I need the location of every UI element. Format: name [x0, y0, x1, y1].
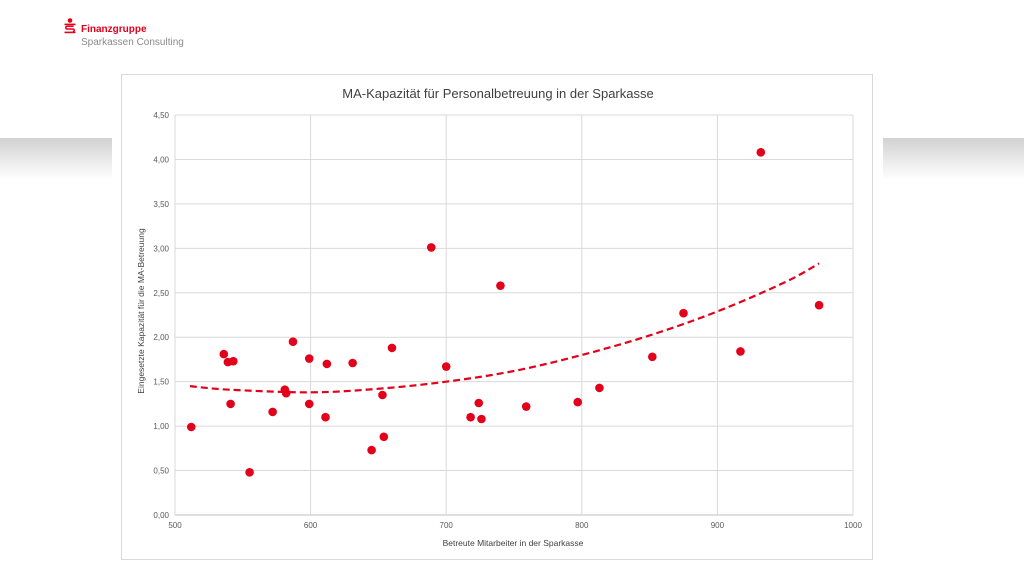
data-point — [367, 445, 376, 455]
data-point — [466, 412, 475, 422]
brand-name: Finanzgruppe — [81, 24, 147, 35]
data-point — [348, 358, 357, 368]
data-point — [322, 359, 332, 369]
data-point — [496, 281, 505, 290]
data-point — [281, 388, 291, 398]
x-tick-label: 900 — [711, 521, 725, 530]
y-axis-label: Eingesetzte Kapazität für die MA-Betreuu… — [136, 228, 146, 394]
data-point — [573, 397, 583, 407]
y-tick-label: 4,00 — [153, 155, 169, 164]
scatter-chart: MA-Kapazität für Personalbetreuung in de… — [136, 86, 862, 548]
background-band-right — [883, 138, 1024, 180]
data-point — [474, 398, 484, 408]
data-point — [756, 148, 766, 157]
trendline — [189, 262, 820, 394]
chart-title: MA-Kapazität für Personalbetreuung in de… — [342, 86, 653, 101]
y-tick-label: 1,50 — [153, 378, 169, 387]
data-point — [268, 407, 277, 417]
data-point — [219, 349, 229, 359]
y-tick-label: 1,00 — [153, 422, 169, 431]
x-tick-label: 700 — [440, 521, 454, 530]
y-tick-label: 3,00 — [153, 244, 169, 253]
data-point — [736, 347, 745, 356]
grid-lines — [174, 114, 854, 516]
x-tick-label: 1000 — [844, 521, 862, 530]
data-point — [679, 308, 688, 318]
y-tick-label: 4,50 — [153, 111, 169, 120]
data-point — [477, 414, 486, 424]
data-point — [648, 352, 657, 362]
data-point — [426, 243, 436, 252]
background-band-left — [0, 138, 112, 180]
data-points — [186, 148, 824, 477]
data-point — [379, 432, 389, 442]
y-tick-label: 3,50 — [153, 200, 169, 209]
sparkasse-s-icon — [64, 18, 76, 34]
x-axis-label: Betreute Mitarbeiter in der Sparkasse — [443, 538, 584, 548]
y-axis-ticks: 0,00 0,50 1,00 1,50 2,00 2,50 3,00 3,50 4,00 4,50 — [153, 111, 169, 520]
data-point — [595, 383, 604, 393]
x-tick-label: 500 — [168, 521, 182, 530]
data-point — [521, 402, 531, 411]
x-tick-label: 600 — [304, 521, 318, 530]
data-point — [304, 354, 314, 363]
brand-subtitle: Sparkassen Consulting — [81, 37, 184, 48]
y-tick-label: 0,50 — [153, 467, 169, 476]
x-tick-label: 800 — [575, 521, 589, 530]
data-point — [304, 399, 314, 409]
data-point — [226, 399, 235, 409]
data-point — [378, 390, 387, 400]
data-point — [441, 362, 451, 371]
x-axis-ticks: 500 600 700 800 900 1000 — [168, 521, 862, 530]
data-point — [288, 337, 298, 346]
data-point — [387, 343, 397, 353]
data-point — [186, 422, 196, 432]
y-tick-label: 2,50 — [153, 289, 169, 298]
data-point — [245, 468, 254, 477]
data-point — [229, 356, 238, 366]
data-point — [814, 300, 824, 310]
y-tick-label: 2,00 — [153, 333, 169, 342]
y-tick-label: 0,00 — [153, 511, 169, 520]
data-point — [321, 412, 330, 422]
chart-container: MA-Kapazität für Personalbetreuung in de… — [121, 74, 873, 560]
